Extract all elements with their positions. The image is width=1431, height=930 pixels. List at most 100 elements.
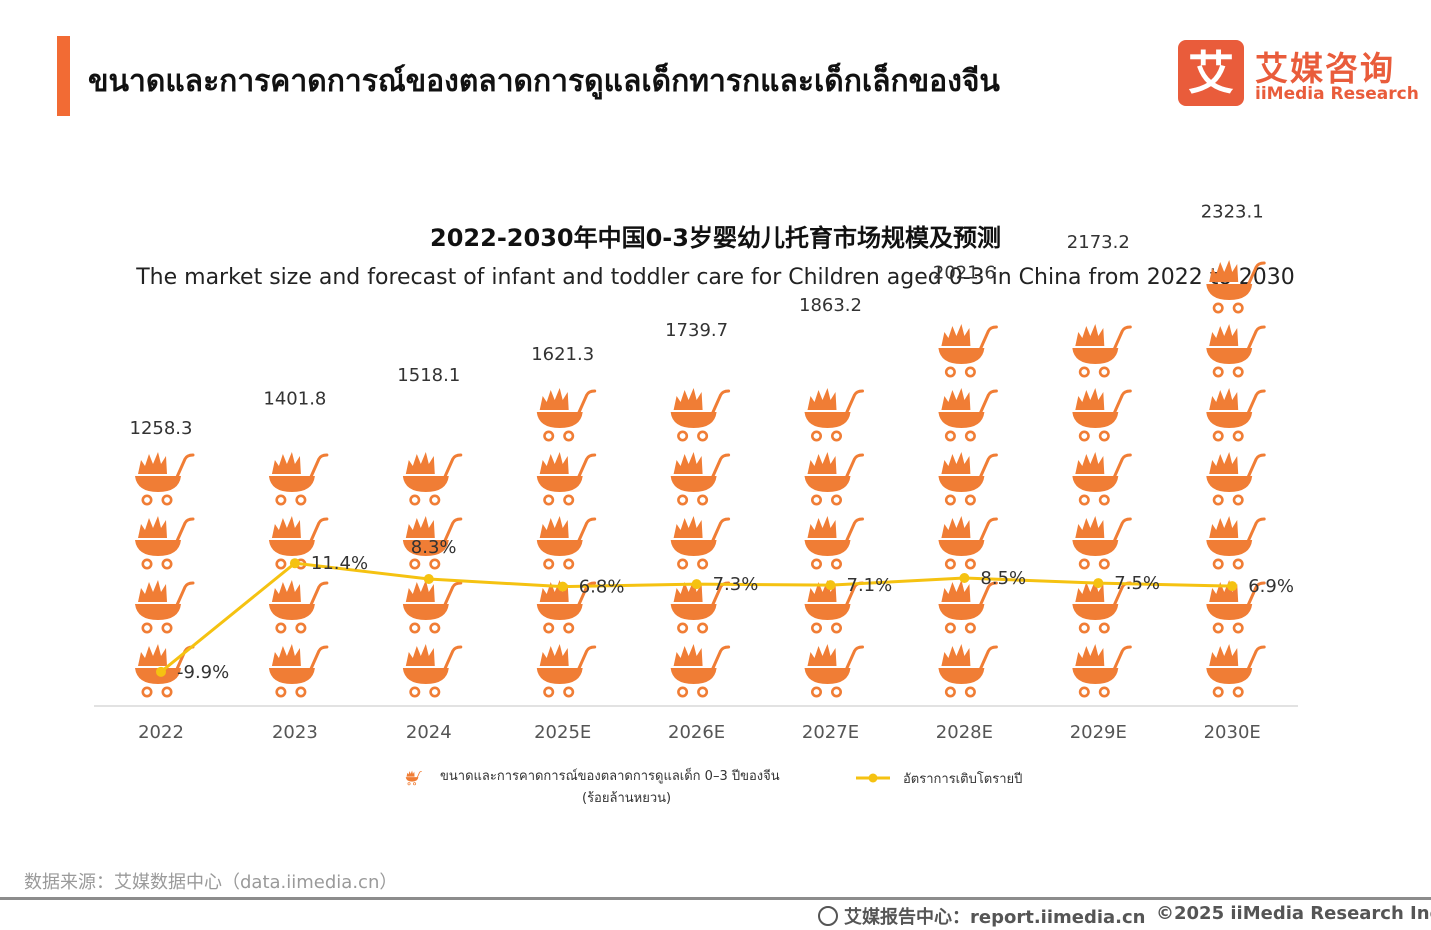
growth-label: 7.3% — [713, 574, 759, 595]
logo-en-text: iiMedia Research — [1255, 84, 1419, 104]
growth-point — [156, 666, 166, 677]
bar-value-label: 2323.1 — [1201, 201, 1264, 222]
stroller-icon — [536, 642, 597, 698]
x-tick-label: 2030E — [1204, 722, 1261, 743]
stroller-icon — [1206, 322, 1266, 378]
legend-stroller-icon — [404, 770, 423, 786]
growth-label: 7.5% — [1114, 573, 1160, 594]
stroller-icon-partial — [402, 393, 463, 442]
stroller-icon — [402, 578, 463, 634]
stroller-icon — [402, 450, 463, 506]
chart-title: 2022-2030年中国0-3岁婴幼儿托育市场规模及预测 — [430, 224, 1001, 252]
bar-value-label: 1863.2 — [799, 295, 862, 316]
x-tick-label: 2028E — [936, 722, 993, 743]
bar-value-label: 1258.3 — [130, 418, 193, 439]
stroller-icon — [135, 578, 195, 634]
globe-icon — [818, 906, 838, 926]
stroller-icon — [938, 450, 998, 506]
footer-report-link[interactable]: 艾媒报告中心：report.iimedia.cn — [818, 903, 1145, 929]
stroller-icon — [938, 386, 998, 442]
legend-line-label: อัตราการเติบโตรายปี — [903, 771, 1022, 787]
growth-point — [691, 579, 702, 590]
bar-2026E — [670, 347, 731, 698]
growth-point — [423, 574, 434, 584]
bar-2030E — [1206, 229, 1266, 698]
bar-2025E — [536, 372, 597, 698]
growth-point — [825, 580, 836, 591]
stroller-icon-partial — [1072, 259, 1132, 314]
growth-line — [156, 558, 1238, 677]
x-tick-label: 2026E — [668, 722, 725, 743]
page-title: ขนาดและการคาดการณ์ของตลาดการดูแลเด็กทารก… — [88, 64, 1000, 99]
x-tick-label: 2025E — [534, 722, 591, 743]
growth-point — [289, 558, 300, 569]
growth-label: 8.3% — [411, 537, 457, 558]
bar-value-label: 1739.7 — [665, 320, 728, 341]
bar-value-label: 1401.8 — [263, 389, 326, 410]
stroller-icon — [536, 514, 597, 570]
stroller-icon — [1072, 450, 1132, 506]
chart-area: 1258.3 2022 1401.8 2023 1518.1 2024 1621.3 2025… — [94, 201, 1298, 806]
logo-cn-text: 艾媒咨询 — [1255, 49, 1395, 88]
x-tick-label: 2029E — [1070, 722, 1127, 743]
legend-bar-label: ขนาดและการคาดการณ์ของตลาดการดูแลเด็ก 0–3… — [440, 766, 780, 784]
bar-value-label: 2173.2 — [1067, 232, 1130, 253]
stroller-icon — [268, 642, 329, 698]
stroller-icon-partial — [804, 322, 864, 378]
iimedia-logo: 艾 艾媒咨询 iiMedia Research — [1178, 40, 1419, 106]
bar-value-label: 2021.6 — [933, 263, 996, 284]
stroller-icon — [402, 642, 463, 698]
chart-legend: ขนาดและการคาดการณ์ของตลาดการดูแลเด็ก 0–3… — [404, 766, 1022, 806]
bar-value-label: 1518.1 — [397, 365, 460, 386]
growth-label: 11.4% — [311, 553, 368, 574]
x-tick-label: 2024 — [406, 722, 452, 743]
stroller-icon — [804, 450, 864, 506]
legend-bar-unit: (ร้อยล้านหยวน) — [582, 791, 671, 806]
stroller-icon — [536, 386, 597, 442]
growth-point — [959, 572, 970, 583]
x-tick-label: 2027E — [802, 722, 859, 743]
stroller-icon — [938, 322, 998, 378]
logo-mark: 艾 — [1178, 40, 1244, 106]
stroller-icon — [268, 578, 329, 634]
growth-label: 6.9% — [1248, 576, 1294, 597]
growth-label: 7.1% — [847, 575, 893, 596]
legend-line-marker — [868, 773, 878, 783]
x-tick-label: 2022 — [138, 722, 184, 743]
stroller-icon — [670, 450, 731, 506]
footer-copyright: ©2025 iiMedia Research Inc — [1156, 903, 1431, 924]
bar-2022 — [135, 450, 195, 698]
footer-divider — [0, 897, 1431, 900]
stroller-icon — [536, 450, 597, 506]
chart-subtitle: The market size and forecast of infant a… — [136, 265, 1295, 290]
pictorial-bars — [135, 229, 1266, 698]
stroller-icon — [268, 450, 329, 506]
stroller-icon — [938, 642, 998, 698]
data-source: 数据来源：艾媒数据中心（data.iimedia.cn） — [24, 872, 398, 893]
stroller-icon — [670, 514, 731, 570]
bar-2028E — [938, 290, 998, 698]
stroller-icon — [938, 514, 998, 570]
footer-report-text: 艾媒报告中心：report.iimedia.cn — [844, 907, 1146, 928]
bar-2029E — [1072, 259, 1132, 698]
stroller-icon — [1072, 322, 1132, 378]
title-accent-bar — [57, 36, 70, 116]
growth-point — [1227, 581, 1238, 592]
growth-label: -9.9% — [177, 662, 229, 683]
stroller-icon — [1206, 450, 1266, 506]
stroller-icon — [1206, 642, 1266, 698]
stroller-icon — [1206, 514, 1266, 570]
growth-point — [1093, 578, 1104, 589]
stroller-icon — [1206, 258, 1266, 314]
stroller-icon — [670, 642, 731, 698]
growth-point — [557, 581, 568, 592]
chart-labels: 1258.3 2022 1401.8 2023 1518.1 2024 1621.3 2025… — [130, 201, 1294, 743]
bar-2023 — [268, 416, 329, 698]
stroller-icon — [1072, 386, 1132, 442]
bar-value-label: 1621.3 — [531, 344, 594, 365]
stroller-icon — [804, 642, 864, 698]
stroller-icon — [1072, 514, 1132, 570]
stroller-icon — [1206, 386, 1266, 442]
growth-label: 6.8% — [579, 577, 625, 598]
growth-label: 8.5% — [980, 568, 1026, 589]
